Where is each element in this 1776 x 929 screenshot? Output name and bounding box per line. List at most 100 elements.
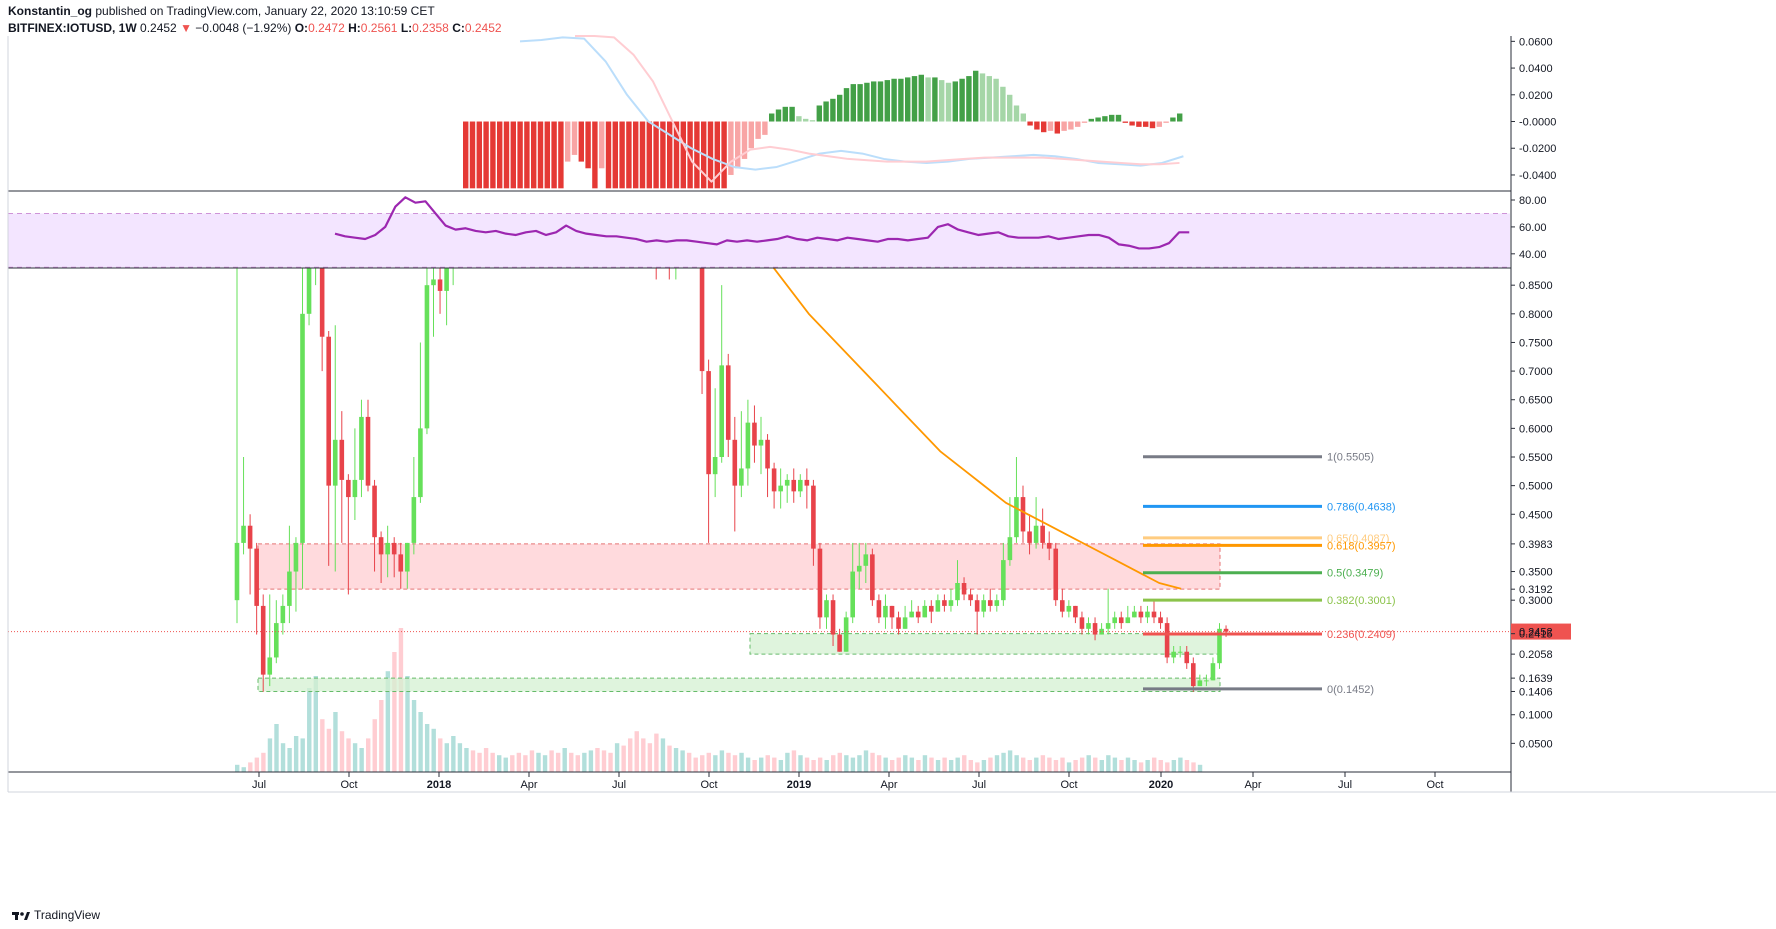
volume-bar	[1138, 762, 1144, 772]
candle-body	[1158, 617, 1163, 624]
volume-bar	[739, 752, 744, 772]
symbol-name[interactable]: BITFINEX:IOTUSD, 1W	[8, 21, 137, 35]
volume-bar	[352, 743, 358, 772]
candle-body	[856, 565, 862, 572]
volume-bar	[1165, 762, 1170, 772]
candle-body	[1118, 617, 1124, 624]
volume-bar	[411, 700, 417, 772]
volume-bar	[595, 748, 600, 772]
price-tick-label: 0.3192	[1519, 584, 1553, 596]
macd-line	[519, 36, 1184, 171]
volume-bar	[451, 736, 456, 772]
candle-body	[359, 416, 364, 480]
macd-histogram-bar	[619, 121, 625, 189]
candle-body	[1007, 537, 1013, 561]
candle-body	[378, 537, 384, 555]
macd-tick-label: 0.0200	[1519, 90, 1553, 102]
candle-body	[1033, 525, 1039, 543]
macd-histogram-bar	[646, 121, 652, 189]
volume-bar	[863, 750, 869, 772]
macd-histogram-bar	[1007, 94, 1013, 122]
volume-bar	[293, 736, 299, 772]
candle-body	[306, 268, 312, 314]
macd-histogram-bar	[531, 121, 537, 189]
volume-bar	[837, 752, 842, 772]
time-tick-label: 2018	[427, 779, 451, 791]
candle-body	[1060, 600, 1065, 612]
macd-histogram-bar	[1115, 114, 1122, 122]
volume-bar	[366, 738, 371, 772]
macd-histogram-bar	[517, 121, 523, 189]
macd-histogram-bar	[1054, 121, 1060, 134]
macd-histogram-bar	[864, 82, 870, 122]
volume-bar	[248, 762, 253, 772]
macd-histogram-bar	[945, 82, 952, 122]
candle-body	[1014, 497, 1019, 538]
macd-histogram-bar	[1041, 121, 1047, 133]
candle-body	[909, 611, 914, 618]
volume-bar	[1086, 755, 1091, 772]
candle-body	[1145, 611, 1150, 618]
macd-histogram-bar	[1034, 121, 1040, 130]
candle-body	[418, 428, 423, 498]
volume-bar	[1047, 757, 1052, 772]
volume-bar	[962, 755, 967, 772]
time-tick-label: Jul	[1338, 779, 1352, 791]
macd-histogram-bar	[667, 121, 673, 189]
volume-bar	[569, 752, 574, 772]
candle-body	[1184, 651, 1190, 664]
macd-histogram-bar	[748, 121, 754, 149]
macd-histogram-bar	[830, 98, 836, 122]
macd-histogram-bar	[680, 121, 686, 189]
macd-histogram-bar	[673, 121, 680, 189]
candle-body	[1027, 531, 1032, 543]
volume-bar	[582, 752, 587, 772]
volume-bar	[346, 738, 351, 772]
macd-histogram-bar	[796, 116, 802, 122]
candle-body	[935, 600, 941, 612]
author-name[interactable]: Konstantin_og	[8, 4, 92, 18]
macd-histogram-bar	[1102, 116, 1108, 122]
volume-bar	[392, 652, 397, 772]
fib-level-label: 1(0.5505)	[1327, 452, 1374, 464]
macd-histogram-bar	[755, 121, 761, 139]
macd-histogram-bar	[1061, 121, 1067, 131]
volume-bar	[608, 752, 613, 772]
candle-body	[771, 468, 777, 492]
volume-bar	[713, 755, 718, 772]
time-tick-label: 2020	[1149, 779, 1173, 791]
volume-bar	[1073, 760, 1078, 772]
macd-histogram-bar	[612, 121, 618, 189]
volume-bar	[706, 752, 711, 772]
candle-body	[765, 439, 770, 469]
candle-body	[326, 336, 331, 486]
volume-bar	[988, 757, 993, 772]
macd-histogram-bar	[884, 80, 890, 122]
tradingview-footer[interactable]: TradingView	[12, 908, 100, 922]
candle-body	[798, 479, 803, 492]
price-tick-label: 0.5000	[1519, 481, 1553, 493]
fib-level-label: 0.618(0.3957)	[1327, 540, 1396, 552]
fib-level-label: 0.236(0.2409)	[1327, 629, 1396, 641]
candle-body	[1164, 623, 1170, 658]
macd-histogram-bar	[1013, 105, 1020, 122]
volume-bar	[261, 752, 266, 772]
candle-body	[1053, 548, 1059, 601]
volume-bar	[254, 757, 260, 772]
candle-body	[1191, 663, 1196, 687]
candle-body	[817, 548, 823, 618]
volume-bar	[1191, 762, 1196, 772]
candle-body	[811, 485, 816, 549]
down-arrow-icon: ▼	[180, 21, 192, 35]
volume-bar	[379, 700, 384, 772]
macd-histogram-bar	[905, 77, 911, 122]
candle-body	[1001, 560, 1006, 601]
candle-body	[444, 268, 449, 291]
time-tick-label: 2019	[787, 779, 811, 791]
candle-body	[1079, 617, 1085, 629]
macd-histogram-bar	[1156, 121, 1162, 127]
candle-body	[287, 571, 292, 606]
volume-bar	[955, 757, 960, 772]
volume-bar	[529, 750, 535, 772]
